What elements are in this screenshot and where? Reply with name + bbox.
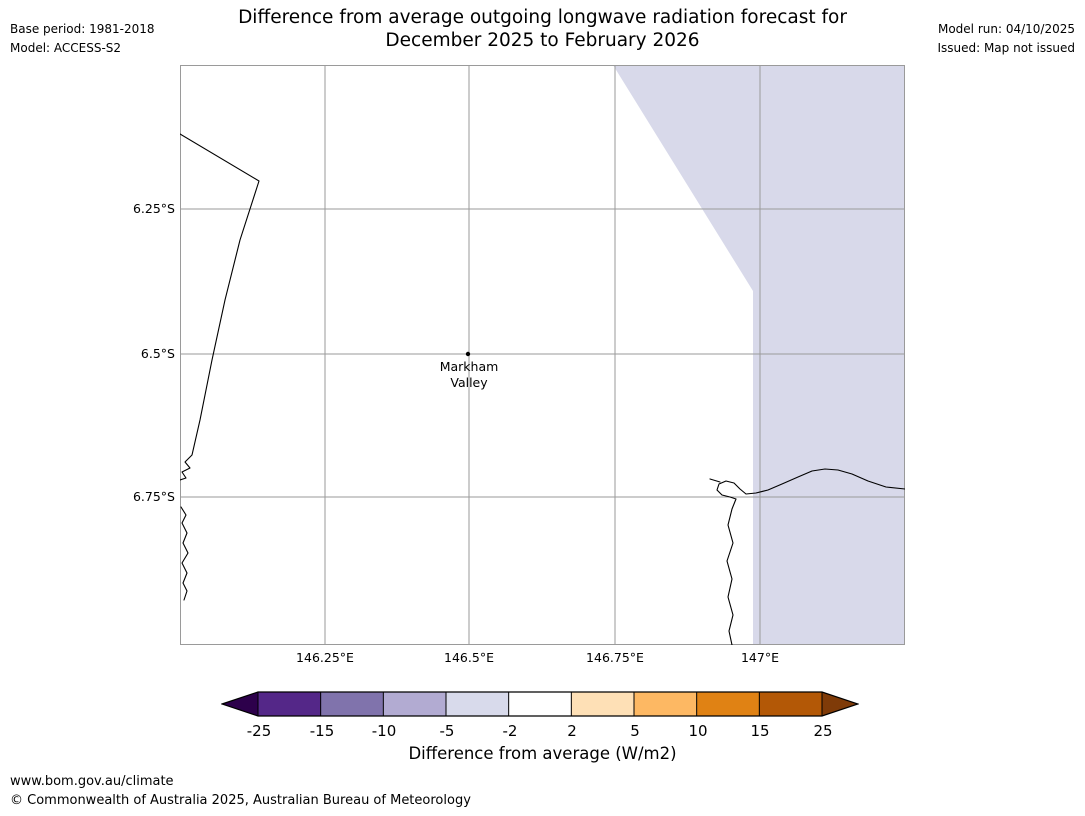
colorbar-tick-pos5: 5 (630, 722, 640, 740)
gridlines (180, 65, 905, 645)
marker-label-line-2: Valley (450, 375, 488, 390)
colorbar-arrow-left (222, 692, 258, 716)
map-canvas (179, 65, 906, 646)
footer-copyright: © Commonwealth of Australia 2025, Austra… (10, 793, 471, 808)
map-frame (180, 65, 905, 645)
colorbar-tick-neg5: -5 (439, 722, 455, 740)
colorbar-tick-neg25: -25 (246, 722, 272, 740)
shaded-region-negative-anomaly (613, 65, 905, 645)
lon-label-147e: 147°E (740, 650, 779, 665)
colorbar-tick-pos25: 25 (813, 722, 833, 740)
lat-label-6-5s: 6.5°S (140, 346, 175, 361)
lat-label-6-75s: 6.75°S (132, 489, 175, 504)
lon-label-146-25e: 146.25°E (296, 650, 354, 665)
page-title: Difference from average outgoing longwav… (0, 6, 1085, 52)
colorbar-arrow-right (822, 692, 858, 716)
lon-label-146-75e: 146.75°E (586, 650, 644, 665)
colorbar-outline (221, 691, 859, 717)
colorbar-tick-neg2: -2 (502, 722, 518, 740)
colorbar-segment-1 (320, 692, 384, 716)
colorbar-tick-pos15: 15 (750, 722, 770, 740)
colorbar-segment-2 (383, 692, 447, 716)
colorbar-tick-neg15: -15 (309, 722, 335, 740)
issued-text: Issued: Map not issued (937, 41, 1075, 55)
coastlines (179, 133, 906, 646)
coastline-east-huon-gulf (716, 468, 906, 646)
map-area (179, 65, 906, 646)
model-run-text: Model run: 04/10/2025 (937, 22, 1075, 36)
colorbar-segment-0 (258, 692, 321, 716)
title-line-2: December 2025 to February 2026 (385, 30, 700, 51)
colorbar-segment-6 (634, 692, 697, 716)
marker-label-markham-valley: Markham Valley (424, 359, 514, 391)
colorbar-tick-neg10: -10 (371, 722, 397, 740)
colorbar-tick-pos2: 2 (567, 722, 577, 740)
coastline-northwest (179, 133, 260, 481)
colorbar (221, 691, 859, 717)
colorbar-label: Difference from average (W/m2) (408, 744, 677, 763)
colorbar-dividers (257, 692, 823, 716)
model-info-block: Base period: 1981-2018 Model: ACCESS-S2 (10, 20, 155, 58)
base-period-text: Base period: 1981-2018 (10, 22, 155, 36)
colorbar-segment-5 (571, 692, 635, 716)
footer-url: www.bom.gov.au/climate (10, 774, 174, 789)
colorbar-segment-8 (759, 692, 823, 716)
coastline-west-squiggle (180, 506, 189, 601)
title-line-1: Difference from average outgoing longwav… (238, 7, 847, 28)
run-info-block: Model run: 04/10/2025 Issued: Map not is… (937, 20, 1075, 58)
lon-label-146-5e: 146.5°E (444, 650, 494, 665)
colorbar-segment-4 (508, 692, 572, 716)
colorbar-tick-pos10: 10 (688, 722, 708, 740)
colorbar-segment-7 (696, 692, 760, 716)
coastline-east-small-mark (709, 478, 721, 483)
lat-label-6-25s: 6.25°S (132, 201, 175, 216)
model-text: Model: ACCESS-S2 (10, 41, 122, 55)
marker-dot-markham-valley (465, 351, 471, 357)
colorbar-segment-3 (446, 692, 509, 716)
marker-label-line-1: Markham (439, 359, 499, 374)
